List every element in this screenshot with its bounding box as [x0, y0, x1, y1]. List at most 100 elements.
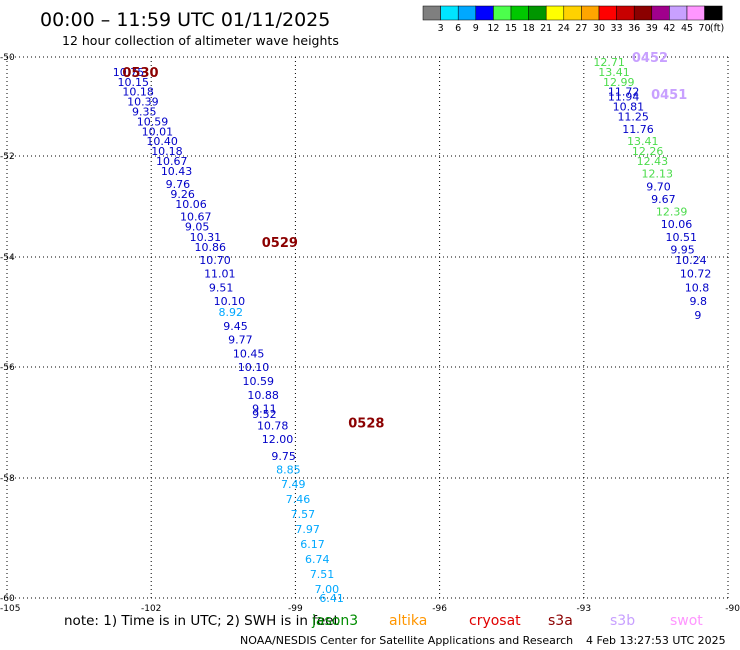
data-point-label: 13.41	[598, 66, 630, 79]
data-point-label: 9.77	[228, 334, 253, 347]
data-point-label: 12.00	[262, 433, 294, 446]
colorbar-legend: 3 6 9 12 15 18 21 24 27 30 33 36 39 42 45 70 (ft)	[422, 5, 724, 34]
colorbar-swatch	[475, 5, 494, 21]
colorbar-swatch	[686, 5, 705, 21]
y-tick-label: -56	[0, 363, 15, 373]
data-point-label: 11.76	[622, 123, 654, 136]
data-point-label: 9.51	[209, 281, 234, 294]
data-point-label: 10.72	[680, 268, 712, 281]
data-point-label: 12.43	[637, 155, 669, 168]
colorbar-label: 21	[540, 23, 552, 34]
data-point-label: 10.88	[247, 389, 278, 402]
data-point-label: 6.17	[300, 538, 325, 551]
colorbar-unit: (ft)	[710, 23, 724, 34]
y-tick-label: -58	[0, 474, 15, 484]
data-point-label: 10.8	[685, 281, 710, 294]
data-point-label: 7.97	[295, 523, 320, 536]
data-point-label: 9.52	[252, 408, 277, 421]
colorbar-label: 27	[575, 23, 587, 34]
data-point-label: 9.95	[670, 243, 695, 256]
note-text: note: 1) Time is in UTC; 2) SWH is in fe…	[64, 613, 339, 629]
data-point-label: 11.01	[204, 268, 236, 281]
data-point-label: 9	[694, 309, 701, 322]
data-point-label: 10.10	[238, 361, 270, 374]
data-point-label: 10.86	[194, 241, 226, 254]
colorbar-label: 6	[455, 23, 461, 34]
data-point-label: 7.46	[286, 493, 311, 506]
colorbar-label: 18	[523, 23, 535, 34]
data-point-label: 12.26	[632, 145, 664, 158]
data-point-label: 10.06	[661, 218, 693, 231]
data-point-label: 10.51	[666, 231, 698, 244]
data-point-label: 12.39	[656, 206, 688, 219]
track-labels: 0530 0529 0528 0452 0451	[122, 51, 687, 432]
colorbar-swatch	[493, 5, 512, 21]
footer-timestamp: 4 Feb 13:27:53 UTC 2025	[586, 634, 726, 647]
data-point-label: 10.78	[257, 419, 289, 432]
data-point-label: 10.75	[113, 66, 145, 79]
data-point-label: 10.18	[122, 86, 154, 99]
data-point-label: 9.70	[646, 180, 671, 193]
data-point-label: 10.39	[127, 96, 158, 109]
colorbar-swatch	[422, 5, 441, 21]
colorbar-label: 12	[487, 23, 499, 34]
chart-subtitle: 12 hour collection of altimeter wave hei…	[62, 33, 339, 48]
satellite-legend-item: s3a	[548, 613, 573, 629]
data-point-label: 10.10	[214, 295, 246, 308]
data-point-label: 10.31	[190, 231, 222, 244]
data-point-label: 10.67	[156, 155, 188, 168]
data-point-label: 10.59	[243, 375, 275, 388]
colorbar-label: 36	[628, 23, 640, 34]
colorbar-swatch	[633, 5, 653, 21]
data-point-label: 9.26	[170, 188, 195, 201]
data-point-label: 6.74	[305, 553, 330, 566]
x-tick-label: -90	[725, 604, 740, 614]
x-tick-label: -99	[288, 604, 303, 614]
data-point-label: 10.24	[675, 254, 707, 267]
colorbar-label: 70	[699, 23, 711, 34]
data-point-label: 7.00	[315, 583, 340, 596]
colorbar-swatch	[457, 5, 477, 21]
colorbar-label: 15	[505, 23, 517, 34]
data-point-label: 9.45	[223, 320, 248, 333]
colorbar-swatch	[510, 5, 529, 21]
y-tick-label: -54	[0, 253, 15, 263]
colorbar-swatch	[598, 5, 617, 21]
data-point-label: 10.06	[175, 198, 207, 211]
axis-ticks: -105 -102 -99 -96 -93 -90 -50 -52 -54 -56 -58 -60	[0, 53, 740, 614]
data-point-label: 11.25	[617, 110, 649, 123]
data-point-label: 7.49	[281, 478, 306, 491]
data-point-label: 10.67	[180, 211, 212, 224]
data-point-label: 10.15	[118, 76, 150, 89]
satellite-legend-item: s3b	[610, 613, 635, 629]
y-tick-label: -60	[0, 594, 15, 604]
data-point-label: 12.99	[603, 76, 635, 89]
colorbar-swatch	[563, 5, 582, 21]
data-points: 10.7510.1510.1810.399.3510.5910.0110.401…	[113, 56, 712, 605]
colorbar-swatch	[669, 5, 688, 21]
data-point-label: 10.18	[151, 145, 183, 158]
colorbar-label: 9	[473, 23, 479, 34]
colorbar-swatch	[440, 5, 459, 21]
colorbar-swatch	[545, 5, 565, 21]
data-point-label: 9.35	[132, 105, 157, 118]
colorbar-swatch	[704, 5, 723, 21]
track-label: 0451	[651, 88, 687, 103]
x-tick-label: -93	[576, 604, 591, 614]
data-point-label: 8.92	[218, 306, 243, 319]
satellite-legend-item: swot	[670, 613, 703, 629]
x-tick-label: -102	[141, 604, 161, 614]
colorbar-label: 33	[611, 23, 623, 34]
data-point-label: 10.45	[233, 347, 265, 360]
y-tick-label: -52	[0, 152, 15, 162]
colorbar-label: 30	[593, 23, 605, 34]
colorbar-swatch	[651, 5, 670, 21]
data-point-label: 10.81	[613, 101, 645, 114]
satellite-legend-item: cryosat	[469, 613, 521, 629]
footer-credit: NOAA/NESDIS Center for Satellite Applica…	[240, 634, 573, 647]
data-point-label: 10.59	[137, 115, 169, 128]
data-point-label: 9.8	[690, 295, 708, 308]
colorbar-label: 39	[646, 23, 658, 34]
data-point-label: 7.57	[291, 508, 316, 521]
colorbar-swatch	[616, 5, 635, 21]
